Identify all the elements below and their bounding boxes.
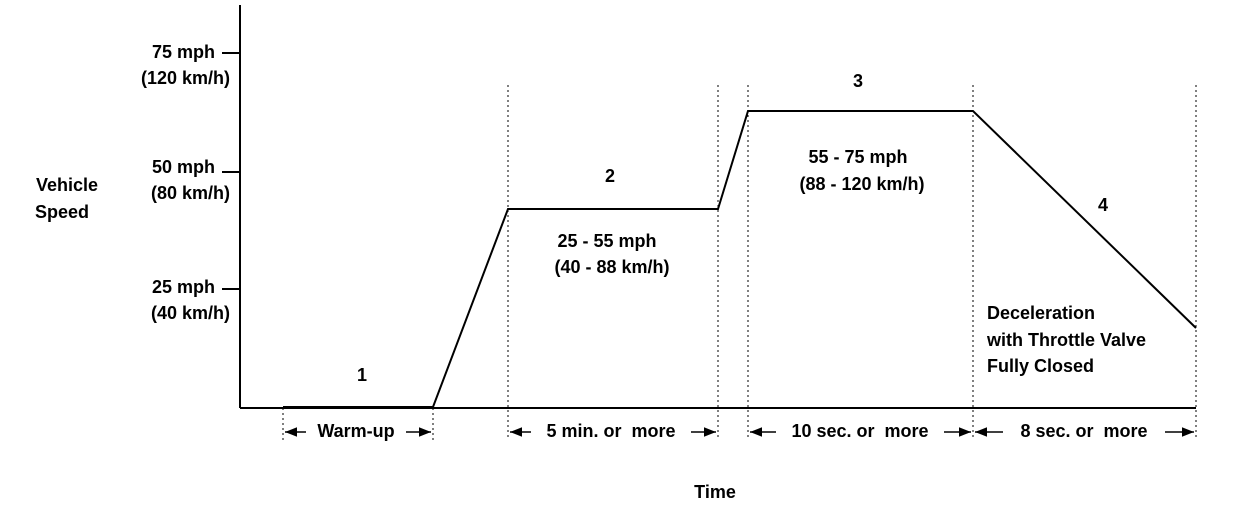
x-label: Time [694,482,736,502]
y-label: Speed [35,202,89,222]
dividers [282,85,1197,440]
phase-number: 2 [605,166,615,186]
speed-profile [283,110,1197,408]
tick-mph: 75 mph [152,42,215,62]
phase-range: (40 - 88 km/h) [554,257,669,277]
tick-kmh: (120 km/h) [141,68,230,88]
phase-note: Fully Closed [987,356,1094,376]
phase-number: 1 [357,365,367,385]
phase-number: 4 [1098,195,1108,215]
tick-mph: 50 mph [152,157,215,177]
tick-kmh: (80 km/h) [151,183,230,203]
tick-mph: 25 mph [152,277,215,297]
phase-range: (88 - 120 km/h) [799,174,924,194]
phase-range: 25 - 55 mph [557,231,656,251]
duration-arrows [285,420,1194,444]
phase-duration: 8 sec. or more [1020,421,1147,441]
phase-duration: Warm-up [317,421,394,441]
phase-number: 3 [853,71,863,91]
phase-duration: 5 min. or more [546,421,675,441]
phase-note: Deceleration [987,303,1095,323]
y-label: Vehicle [36,175,98,195]
phase-note: with Throttle Valve [986,330,1146,350]
tick-kmh: (40 km/h) [151,303,230,323]
phase-range: 55 - 75 mph [808,147,907,167]
phase-duration: 10 sec. or more [791,421,928,441]
